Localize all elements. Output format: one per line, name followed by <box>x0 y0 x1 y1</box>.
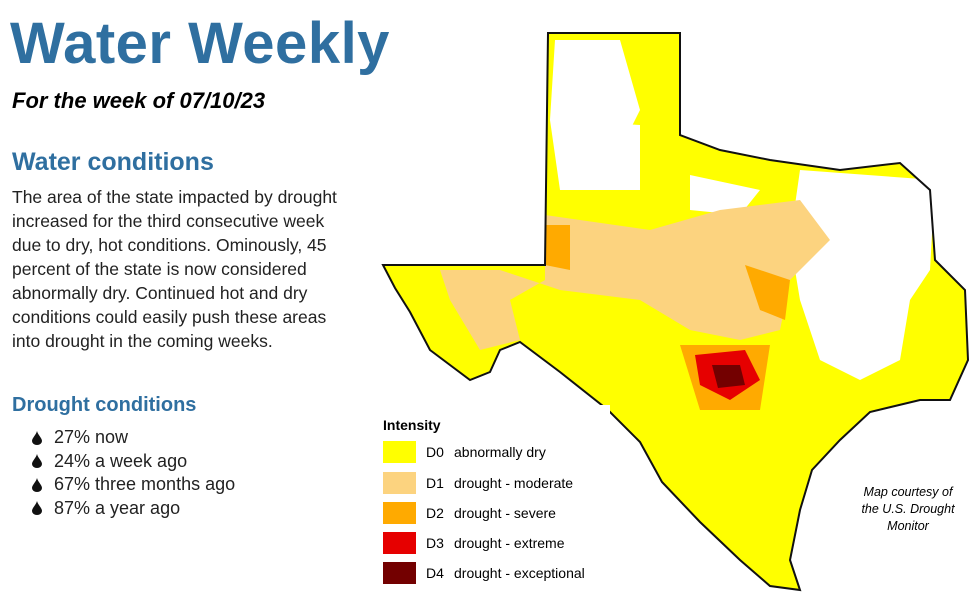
state-outline <box>381 32 970 592</box>
legend-code: D2 <box>426 505 444 521</box>
list-item: 67% three months ago <box>32 473 235 497</box>
credit-line: the U.S. Drought <box>861 502 955 516</box>
paragraph: The area of the state impacted by drough… <box>12 187 337 351</box>
legend-code: D4 <box>426 565 444 581</box>
legend-swatch <box>383 472 416 494</box>
legend-swatch <box>383 562 416 584</box>
list-item: 87% a year ago <box>32 497 235 521</box>
legend-label: drought - moderate <box>454 475 573 491</box>
list-item: 24% a week ago <box>32 450 235 474</box>
legend-swatch <box>383 441 416 463</box>
legend-swatch <box>383 502 416 524</box>
list-text: 24% a week ago <box>54 450 188 471</box>
droplet-icon <box>32 477 42 492</box>
droplet <box>32 454 42 469</box>
legend-label: drought - extreme <box>454 535 565 551</box>
credit-line: Map courtesy of <box>864 485 954 499</box>
droplet <box>32 501 42 516</box>
droplet <box>32 477 42 492</box>
credit-line: Monitor <box>887 519 930 533</box>
droplet-icon <box>32 501 42 516</box>
legend-code: D3 <box>426 535 444 551</box>
droplet-icon <box>32 454 42 469</box>
legend-code: D0 <box>426 444 444 460</box>
list-item: 27% now <box>32 426 235 450</box>
list-text: 27% now <box>54 427 129 448</box>
droplet-icon <box>32 430 42 445</box>
list-text: 67% three months ago <box>54 474 236 495</box>
legend-label: drought - severe <box>454 505 556 521</box>
legend-label: abnormally dry <box>454 444 546 460</box>
legend: D0 abnormally dry D1 drought - moderate D2 dr… <box>383 441 585 584</box>
section-heading: Water conditions <box>12 148 214 176</box>
legend-box <box>375 405 610 590</box>
legend-swatch <box>383 532 416 554</box>
drought-list: 27% now 24% a week ago 67% three months ag… <box>32 426 235 520</box>
legend-label: drought - exceptional <box>454 565 585 581</box>
section-heading: Drought conditions <box>12 394 197 416</box>
credit: Map courtesy of the U.S. Drought Monitor <box>861 485 955 533</box>
droplet <box>32 430 42 445</box>
list-text: 87% a year ago <box>54 497 181 518</box>
title: Water Weekly <box>10 11 390 76</box>
legend-title: Intensity <box>383 417 441 433</box>
legend-code: D1 <box>426 475 444 491</box>
subtitle: For the week of 07/10/23 <box>12 88 266 113</box>
